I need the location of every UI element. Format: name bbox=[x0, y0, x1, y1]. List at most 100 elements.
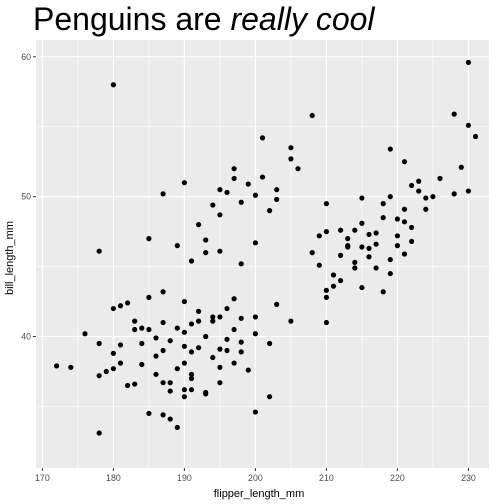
data-point bbox=[160, 412, 166, 418]
data-point bbox=[267, 208, 273, 214]
data-point bbox=[309, 112, 315, 119]
data-point bbox=[181, 387, 187, 393]
data-point bbox=[366, 254, 372, 260]
data-point bbox=[167, 380, 173, 386]
data-point bbox=[430, 194, 436, 200]
data-point bbox=[174, 325, 180, 331]
data-point bbox=[224, 305, 230, 312]
data-point bbox=[416, 178, 422, 184]
data-point bbox=[110, 82, 116, 88]
data-point bbox=[195, 318, 202, 324]
data-point bbox=[224, 336, 230, 342]
data-point bbox=[160, 380, 166, 386]
data-point bbox=[188, 371, 195, 377]
data-point bbox=[217, 187, 223, 193]
plot-panel bbox=[36, 40, 489, 468]
y-tick-label: 40 bbox=[21, 332, 31, 342]
data-point bbox=[174, 424, 180, 431]
data-point bbox=[231, 360, 237, 366]
data-point bbox=[117, 342, 124, 348]
data-point bbox=[465, 59, 472, 65]
data-point bbox=[217, 346, 223, 352]
data-point bbox=[288, 156, 294, 162]
data-point bbox=[181, 360, 187, 366]
data-point bbox=[110, 366, 116, 372]
data-point bbox=[167, 338, 173, 344]
x-tick-label: 220 bbox=[390, 473, 405, 483]
data-point bbox=[352, 259, 358, 265]
data-point bbox=[174, 243, 180, 249]
data-point bbox=[181, 298, 187, 305]
data-point bbox=[423, 195, 429, 201]
y-tick-label: 50 bbox=[21, 192, 31, 202]
data-point bbox=[110, 350, 116, 356]
data-point bbox=[401, 159, 408, 165]
data-point bbox=[210, 314, 216, 320]
data-point bbox=[224, 189, 230, 196]
data-point bbox=[465, 188, 472, 194]
data-point bbox=[352, 227, 358, 233]
data-point bbox=[295, 166, 301, 172]
data-point bbox=[217, 364, 223, 370]
data-point bbox=[437, 175, 443, 182]
data-point bbox=[153, 371, 159, 377]
chart-title-italic: really cool bbox=[230, 1, 375, 37]
data-point bbox=[401, 219, 408, 225]
data-point bbox=[380, 201, 386, 207]
data-point bbox=[330, 272, 337, 278]
data-point bbox=[416, 188, 422, 194]
data-point bbox=[274, 196, 280, 203]
data-point bbox=[238, 261, 244, 267]
data-point bbox=[338, 227, 344, 233]
data-point bbox=[210, 202, 216, 208]
data-point bbox=[188, 258, 195, 264]
data-point bbox=[409, 224, 415, 231]
data-point bbox=[210, 318, 216, 324]
data-point bbox=[238, 339, 244, 345]
data-point bbox=[160, 347, 166, 354]
data-point bbox=[117, 303, 124, 309]
data-point bbox=[103, 368, 109, 375]
data-point bbox=[465, 122, 472, 128]
data-point bbox=[359, 195, 365, 201]
data-point bbox=[338, 277, 344, 284]
x-tick-label: 180 bbox=[106, 473, 121, 483]
data-point bbox=[181, 394, 187, 400]
data-point bbox=[387, 194, 393, 200]
data-point bbox=[217, 248, 223, 254]
data-point bbox=[96, 340, 102, 347]
x-tick-label: 170 bbox=[35, 473, 50, 483]
x-tick-label: 200 bbox=[248, 473, 263, 483]
data-point bbox=[359, 220, 365, 226]
data-point bbox=[231, 175, 237, 182]
data-point bbox=[387, 146, 393, 152]
data-point bbox=[146, 410, 152, 417]
data-point bbox=[238, 199, 244, 205]
data-point bbox=[323, 287, 330, 293]
data-point bbox=[380, 289, 386, 295]
data-point bbox=[96, 430, 102, 436]
data-point bbox=[401, 251, 408, 257]
data-point bbox=[217, 212, 223, 218]
data-point bbox=[132, 318, 138, 324]
x-axis-label: flipper_length_mm bbox=[214, 488, 305, 500]
data-point bbox=[323, 229, 330, 235]
data-point bbox=[146, 294, 152, 300]
data-point bbox=[288, 145, 294, 151]
data-point bbox=[366, 231, 372, 238]
data-point bbox=[373, 230, 379, 236]
data-point bbox=[309, 250, 315, 256]
data-point bbox=[231, 166, 237, 172]
x-tick-label: 210 bbox=[319, 473, 334, 483]
data-point bbox=[345, 244, 351, 250]
data-point bbox=[259, 135, 266, 141]
minor-gridlines bbox=[36, 40, 489, 468]
data-point bbox=[366, 245, 372, 252]
data-point bbox=[231, 296, 237, 302]
data-point bbox=[82, 331, 88, 337]
data-point bbox=[394, 243, 401, 249]
data-point bbox=[323, 201, 330, 207]
data-point bbox=[153, 335, 159, 341]
data-point bbox=[323, 294, 330, 300]
data-point bbox=[387, 270, 393, 277]
